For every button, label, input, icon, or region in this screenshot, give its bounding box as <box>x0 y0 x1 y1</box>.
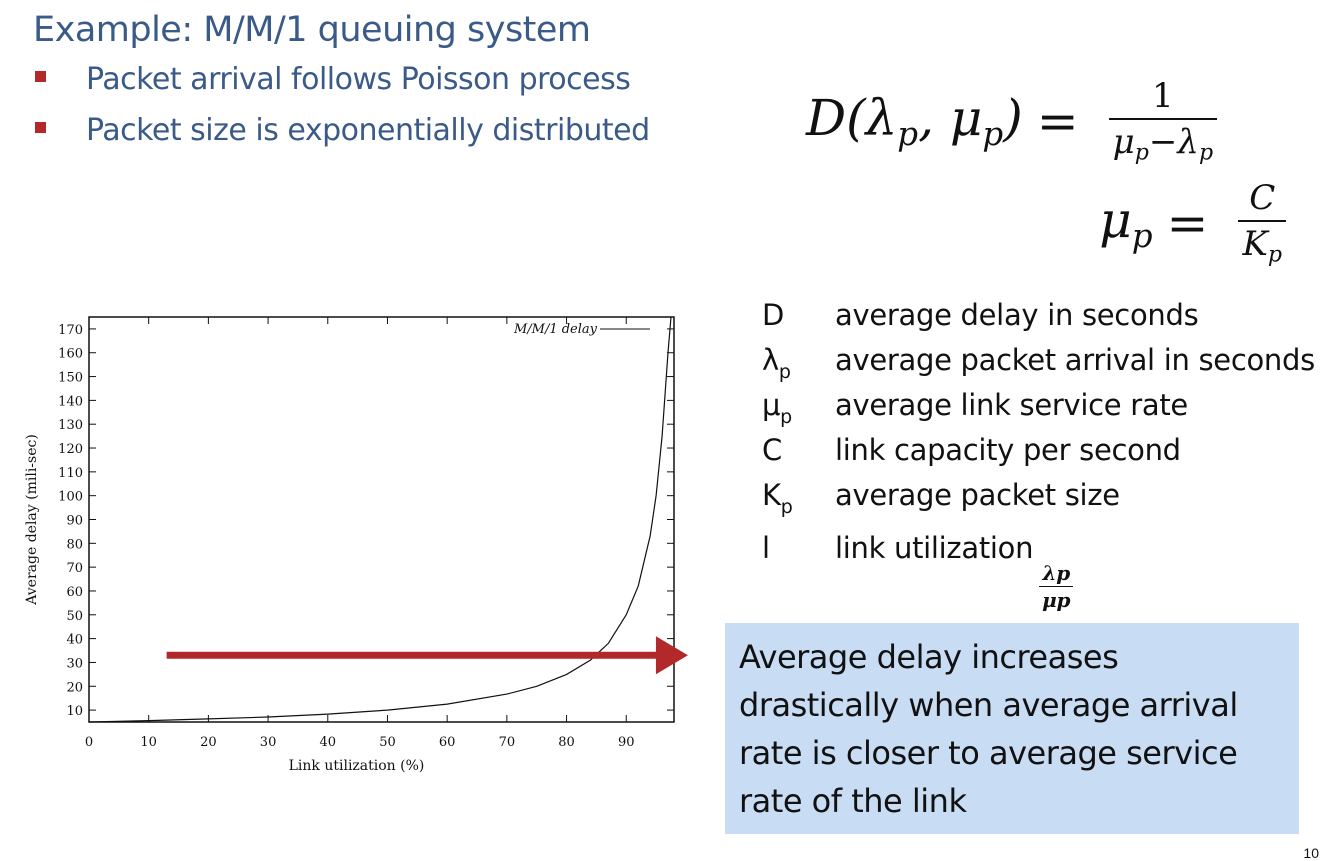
x-axis-label: Link utilization (%) <box>289 758 425 774</box>
y-tick-label: 80 <box>66 537 83 552</box>
legend-symbol: μp <box>762 388 792 428</box>
x-tick-label: 20 <box>200 735 217 750</box>
formula-fraction: 1 μp−λp <box>1108 76 1218 166</box>
bullet-item: Packet arrival follows Poisson process <box>35 62 650 113</box>
bullet-square-icon <box>35 71 46 82</box>
y-tick-label: 140 <box>58 394 83 409</box>
x-tick-label: 50 <box>379 735 396 750</box>
y-tick-label: 120 <box>58 442 83 457</box>
x-tick-label: 90 <box>618 735 635 750</box>
legend-symbol: λp <box>762 343 791 383</box>
y-tick-label: 130 <box>58 418 83 433</box>
legend-description: average packet arrival in seconds <box>835 343 1315 377</box>
legend-symbol: D <box>762 298 785 332</box>
legend-description: link capacity per second <box>835 433 1181 467</box>
utilization-fraction: λp μp <box>1039 561 1074 612</box>
bullet-text: Packet size is exponentially distributed <box>86 113 650 148</box>
bullet-list: Packet arrival follows Poisson process P… <box>35 62 650 164</box>
x-tick-label: 0 <box>85 735 93 750</box>
y-axis: 10 20 30 40 50 60 70 80 90 100 110 120 130 140 150 160 1… <box>58 323 674 719</box>
y-tick-label: 40 <box>66 633 83 648</box>
y-tick-label: 110 <box>58 466 83 481</box>
legend-description: average link service rate <box>835 388 1188 422</box>
bullet-square-icon <box>35 122 46 133</box>
series-line-mm1-delay <box>88 316 672 723</box>
callout-box: Average delay increases drastically when… <box>725 623 1299 834</box>
y-tick-label: 10 <box>66 704 83 719</box>
y-tick-label: 150 <box>58 371 83 386</box>
formula-fraction: C Kp <box>1238 178 1286 268</box>
x-tick-label: 40 <box>320 735 337 750</box>
x-tick-label: 30 <box>260 735 277 750</box>
equals-sign: = <box>1166 193 1209 252</box>
y-tick-label: 20 <box>66 680 83 695</box>
x-axis: 0 10 20 30 40 50 60 70 80 90 <box>85 317 635 750</box>
plot-frame <box>88 316 675 723</box>
bullet-item: Packet size is exponentially distributed <box>35 113 650 164</box>
x-tick-label: 60 <box>439 735 456 750</box>
legend-description: link utilization λp μp <box>835 531 1074 612</box>
legend-symbol: Kp <box>762 478 793 518</box>
formula-lhs: D(λp, μp) <box>806 88 1023 153</box>
y-tick-label: 100 <box>58 490 83 505</box>
y-tick-label: 50 <box>66 609 83 624</box>
page-number: 10 <box>1303 845 1319 861</box>
y-tick-label: 160 <box>58 347 83 362</box>
legend-description: average delay in seconds <box>835 298 1199 332</box>
y-tick-label: 60 <box>66 585 83 600</box>
formula-lhs: μp <box>1099 190 1153 255</box>
y-axis-label: Average delay (mili-sec) <box>24 434 40 606</box>
chart-legend-label: M/M/1 delay <box>513 322 598 337</box>
equals-sign: = <box>1036 91 1079 150</box>
y-tick-label: 70 <box>66 561 83 576</box>
y-tick-label: 90 <box>66 514 83 529</box>
legend-symbol: l <box>762 531 770 565</box>
x-tick-label: 80 <box>558 735 575 750</box>
service-rate-formula: μp = C Kp <box>1099 178 1286 268</box>
legend-symbol: C <box>762 433 782 467</box>
delay-formula: D(λp, μp) = 1 μp−λp <box>806 76 1218 166</box>
slide-title: Example: M/M/1 queuing system <box>33 10 591 50</box>
y-tick-label: 170 <box>58 323 83 338</box>
y-tick-label: 30 <box>66 656 83 671</box>
legend-description: average packet size <box>835 478 1120 512</box>
x-tick-label: 10 <box>140 735 157 750</box>
x-tick-label: 70 <box>499 735 516 750</box>
bullet-text: Packet arrival follows Poisson process <box>86 62 631 97</box>
arrow-head-icon <box>655 636 688 675</box>
